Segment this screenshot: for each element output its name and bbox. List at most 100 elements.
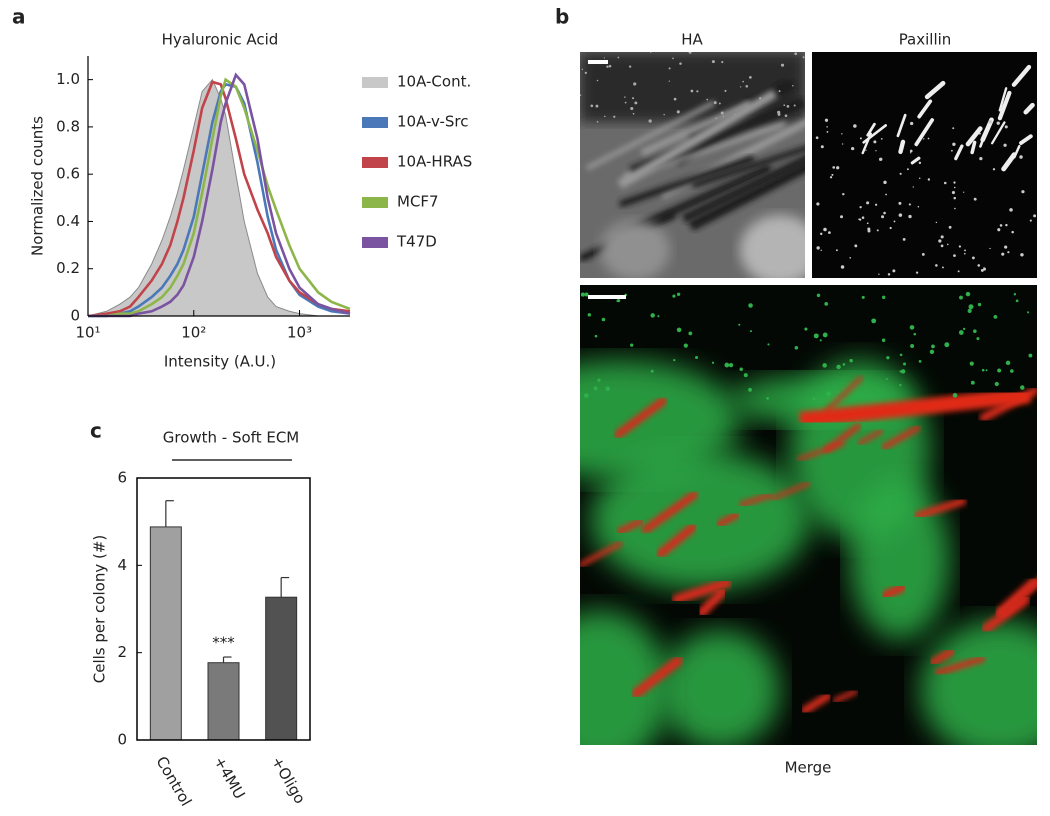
ha-image — [580, 52, 805, 278]
significance: *** — [212, 634, 235, 652]
green-speck — [899, 353, 903, 357]
speck — [906, 168, 909, 171]
red-streak — [641, 490, 698, 534]
red-streak — [697, 587, 728, 618]
bar — [207, 662, 240, 741]
speck — [899, 172, 902, 175]
green-speck — [903, 362, 907, 366]
speck — [935, 264, 938, 267]
speck — [861, 216, 865, 219]
green-speck — [822, 332, 828, 338]
fiber — [618, 154, 755, 208]
green-speck — [910, 344, 915, 348]
green-speck — [931, 344, 935, 349]
speck — [953, 196, 956, 200]
green-speck — [683, 343, 688, 348]
speck — [951, 149, 953, 152]
speck — [892, 269, 896, 273]
adhesion — [979, 117, 993, 148]
adhesion — [998, 87, 1008, 112]
speck — [624, 101, 627, 104]
green-speck — [583, 393, 589, 398]
green-speck — [965, 291, 971, 297]
bar — [149, 526, 182, 741]
speck — [840, 265, 845, 269]
speck — [979, 156, 983, 161]
speck — [908, 214, 912, 219]
speck — [829, 176, 833, 179]
speck — [745, 84, 749, 88]
speck — [887, 273, 891, 276]
speck — [628, 65, 632, 68]
green-speck — [813, 333, 819, 339]
speck — [715, 117, 717, 119]
speck — [980, 268, 984, 272]
speck — [581, 68, 584, 71]
green-speck — [842, 363, 846, 366]
red-streak — [671, 578, 732, 605]
speck — [940, 235, 944, 239]
speck — [820, 249, 822, 252]
adhesion — [1023, 102, 1035, 115]
chart-title: Hyaluronic Acid — [162, 31, 279, 49]
legend-label: T47D — [396, 233, 437, 251]
speck — [910, 121, 914, 126]
green-region — [580, 360, 740, 480]
y-tick-label: 0.2 — [56, 259, 80, 277]
green-speck — [630, 343, 634, 347]
green-speck — [739, 367, 743, 371]
speck — [802, 56, 805, 59]
speck — [898, 213, 903, 217]
chart-title: Growth - Soft ECM — [163, 429, 300, 447]
speck — [879, 158, 882, 161]
fiber — [681, 155, 805, 223]
speck — [927, 137, 930, 140]
green-speck — [819, 339, 822, 342]
plot-frame — [136, 477, 311, 741]
y-tick-label: 6 — [117, 469, 127, 487]
red-streak — [738, 492, 773, 508]
speck — [613, 115, 616, 118]
green-speck — [824, 301, 829, 306]
speck — [679, 62, 682, 65]
red-streak — [614, 396, 668, 439]
speck — [859, 206, 862, 209]
speck — [948, 225, 952, 229]
red-streak — [770, 481, 811, 501]
x-tick-label: 10² — [181, 324, 206, 342]
red-streak — [631, 655, 684, 699]
speck — [935, 221, 938, 224]
speck — [917, 205, 920, 208]
green-speck — [650, 369, 654, 373]
adhesion — [954, 144, 964, 161]
speck — [851, 146, 855, 151]
area — [87, 78, 350, 317]
speck — [663, 113, 665, 116]
adhesion — [991, 121, 1006, 145]
speck — [883, 180, 887, 185]
green-speck — [952, 393, 958, 398]
speck — [749, 76, 752, 79]
y-tick-label: 0.4 — [56, 212, 80, 230]
adhesion — [910, 156, 921, 165]
green-speck — [594, 334, 598, 338]
speck — [820, 145, 824, 149]
green-speck — [597, 378, 601, 382]
speck — [584, 71, 587, 75]
speck — [876, 229, 879, 232]
green-speck — [605, 386, 610, 391]
legend-swatch — [362, 117, 388, 128]
green-speck — [881, 338, 886, 343]
adhesion — [896, 113, 907, 138]
x-tick-label: 10¹ — [75, 324, 100, 342]
green-speck — [913, 332, 917, 336]
speck — [816, 246, 820, 250]
green-speck — [849, 358, 853, 363]
green-speck — [676, 292, 681, 296]
green-speck — [909, 325, 915, 330]
speck — [668, 67, 671, 70]
speck — [1020, 253, 1024, 257]
green-speck — [688, 331, 693, 336]
speck — [792, 84, 794, 87]
red-streak — [832, 688, 859, 704]
